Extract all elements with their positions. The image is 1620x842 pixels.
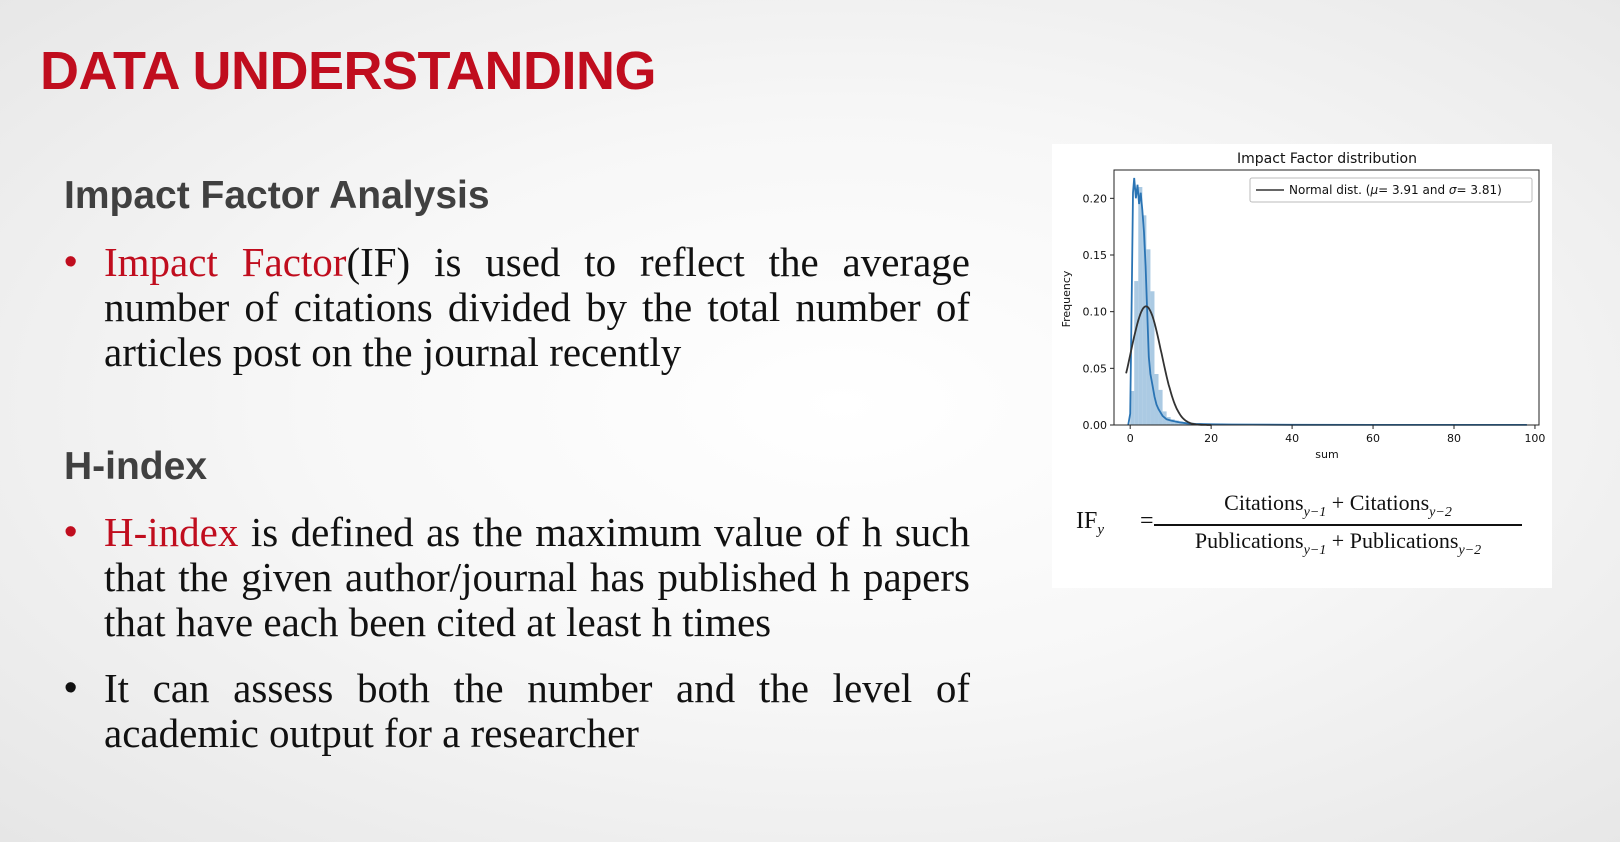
formula-lhs-sub: y [1097, 522, 1105, 538]
legend-mu: μ [1369, 183, 1378, 197]
x-tick-label: 60 [1366, 432, 1380, 445]
legend-sigma-value: = 3.81 [1457, 183, 1498, 197]
y-tick-label: 0.20 [1083, 192, 1108, 205]
section-heading-h-index: H-index [64, 445, 208, 488]
legend-and: and [1423, 183, 1446, 197]
histogram-bar [1138, 187, 1143, 425]
histogram-bar [1134, 281, 1139, 425]
numerator-sub-1: y−1 [1303, 505, 1327, 520]
kde-line [1127, 177, 1527, 426]
section-heading-impact-factor: Impact Factor Analysis [64, 174, 490, 217]
y-tick-label: 0.05 [1083, 362, 1108, 375]
formula-denominator: Publicationsy−1 + Publicationsy−2 [1154, 528, 1522, 559]
denominator-sub-1: y−1 [1303, 543, 1327, 558]
bullet-icon: • [64, 667, 78, 709]
numerator-term-1: Citations [1224, 490, 1304, 515]
formula-equals: = [1140, 508, 1154, 534]
bullet-text: Impact Factor(IF) is used to reflect the… [104, 240, 970, 375]
histogram-bar [1150, 291, 1155, 425]
x-tick-label: 0 [1127, 432, 1134, 445]
x-tick-label: 40 [1285, 432, 1299, 445]
denominator-term-1: Publications [1194, 528, 1304, 553]
legend-mu-value: = 3.91 [1378, 183, 1419, 197]
bullet-h-index-definition: • H-index is defined as the maximum valu… [64, 510, 970, 645]
y-tick-label: 0.00 [1083, 419, 1108, 432]
legend-box [1249, 177, 1533, 203]
numerator-plus: + [1331, 490, 1345, 515]
impact-factor-figure: Impact Factor distribution 0 20 40 60 80 100 0… [1052, 144, 1552, 588]
formula-numerator: Citationsy−1 + Citationsy−2 [1154, 490, 1522, 521]
formula-if: IF [1076, 508, 1098, 534]
term-highlight: H-index [104, 509, 239, 555]
x-axis-label: sum [1315, 448, 1338, 461]
legend-suffix: ) [1497, 183, 1502, 197]
term-highlight: Impact Factor [104, 239, 347, 285]
denominator-sub-2: y−2 [1458, 543, 1482, 558]
histogram-bar [1166, 417, 1171, 425]
fraction-bar [1154, 524, 1522, 526]
legend-prefix: Normal dist. ( [1289, 183, 1370, 197]
histogram-bar [1170, 419, 1175, 425]
plot-area: 0 20 40 60 80 100 0.00 0.05 0.10 0.15 0.20 [1083, 169, 1545, 445]
formula-lhs: IFy [1076, 508, 1104, 539]
histogram-bar [1130, 391, 1135, 425]
impact-factor-formula: IFy = Citationsy−1 + Citationsy−2 Public… [1074, 490, 1544, 560]
histogram-bar [1154, 374, 1159, 425]
bullet-text: H-index is defined as the maximum value … [104, 510, 970, 645]
chart-legend: Normal dist. (μ= 3.91 and σ= 3.81) [1249, 177, 1533, 203]
numerator-term-2: Citations [1349, 490, 1430, 515]
bullet-impact-factor: • Impact Factor(IF) is used to reflect t… [64, 240, 970, 375]
histogram-bar [1158, 389, 1163, 425]
x-tick-label: 20 [1204, 432, 1218, 445]
bullet-h-index-assessment: • It can assess both the number and the … [64, 666, 970, 756]
bullet-icon: • [64, 241, 78, 283]
bullet-icon: • [64, 511, 78, 553]
histogram-bar [1174, 420, 1179, 425]
legend-label: Normal dist. (μ= 3.91 and σ= 3.81) [1289, 183, 1502, 197]
definition-text: (IF) is used to reflect the average numb… [104, 239, 970, 375]
definition-text: is defined as the maximum value of h suc… [104, 509, 970, 645]
histogram-bar [1142, 215, 1147, 425]
numerator-sub-2: y−2 [1429, 505, 1452, 520]
slide-title: DATA UNDERSTANDING [40, 41, 656, 101]
y-axis-label: Frequency [1060, 270, 1073, 327]
plot-frame [1113, 169, 1540, 426]
bullet-text: It can assess both the number and the le… [104, 665, 970, 756]
x-tick-label: 80 [1447, 432, 1461, 445]
denominator-plus: + [1331, 528, 1345, 553]
legend-sigma: σ [1449, 183, 1457, 197]
impact-factor-distribution-chart: Impact Factor distribution 0 20 40 60 80 1000… [1060, 151, 1545, 461]
y-tick-label: 0.10 [1083, 306, 1108, 319]
y-tick-label: 0.15 [1083, 249, 1108, 262]
chart-title: Impact Factor distribution [1237, 151, 1417, 167]
x-tick-label: 100 [1524, 432, 1545, 445]
denominator-term-2: Publications [1349, 528, 1459, 553]
